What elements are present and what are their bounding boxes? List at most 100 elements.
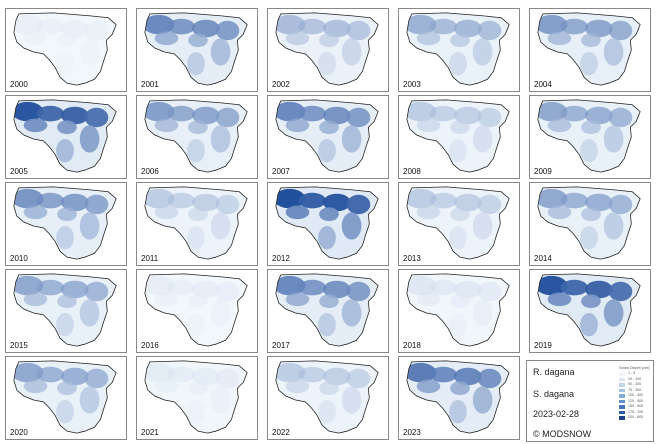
- legend-swatch: [619, 388, 625, 392]
- map-panel-2012: 2012: [267, 182, 389, 266]
- snow-area: [585, 280, 613, 299]
- snow-area: [416, 379, 441, 394]
- basin-outline: [406, 12, 510, 86]
- snow-area: [79, 212, 100, 240]
- basin-area: [406, 273, 510, 347]
- snow-area: [454, 367, 482, 386]
- snow-cover-map: [406, 360, 510, 434]
- basin-outline: [13, 186, 117, 260]
- snow-area: [429, 192, 458, 209]
- legend-swatch: [619, 372, 625, 376]
- snow-area: [192, 193, 220, 212]
- year-label: 2010: [10, 254, 28, 263]
- snow-area: [472, 299, 493, 327]
- legend-item: 150 - 600: [619, 404, 653, 410]
- year-label: 2007: [272, 167, 290, 176]
- snow-area: [167, 18, 196, 35]
- snow-area: [56, 225, 74, 250]
- legend-item: 125 - 500: [619, 399, 653, 405]
- snow-area: [608, 194, 633, 215]
- snow-area: [210, 386, 231, 414]
- basin-outline: [275, 12, 379, 86]
- snow-area: [79, 38, 100, 66]
- snow-area: [79, 299, 100, 327]
- map-panel-2010: 2010: [5, 182, 127, 266]
- snow-area: [581, 294, 601, 309]
- map-panel-2013: 2013: [398, 182, 520, 266]
- snow-area: [472, 386, 493, 414]
- basin-outline: [275, 186, 379, 260]
- snow-area: [346, 20, 371, 41]
- snow-area: [215, 368, 240, 389]
- snow-area: [560, 105, 589, 122]
- legend-swatch: [619, 405, 625, 409]
- snow-area: [215, 281, 240, 302]
- info-box: R. dagana S. dagana 2023-02-28 © MODSNOW…: [526, 360, 654, 442]
- snow-area: [285, 292, 310, 307]
- year-label: 2014: [534, 254, 552, 263]
- snow-area: [210, 38, 231, 66]
- snow-area: [192, 280, 220, 299]
- snow-area: [547, 31, 572, 46]
- snow-cover-map: [144, 12, 248, 86]
- snow-cover-map: [275, 273, 379, 347]
- snow-area: [406, 101, 437, 122]
- snow-area: [144, 14, 175, 35]
- snow-area: [580, 51, 598, 76]
- year-label: 2006: [141, 167, 159, 176]
- year-label: 2008: [403, 167, 421, 176]
- map-panel-2018: 2018: [398, 269, 520, 353]
- snow-area: [61, 106, 89, 125]
- snow-area: [537, 101, 568, 122]
- snow-area: [580, 138, 598, 163]
- snow-area: [603, 212, 624, 240]
- river-label: R. dagana: [533, 367, 575, 377]
- snow-area: [318, 51, 336, 76]
- snow-area: [472, 212, 493, 240]
- legend-level-label: 100 - 400: [628, 393, 644, 398]
- snow-area: [346, 107, 371, 128]
- snow-area: [144, 101, 175, 122]
- year-label: 2015: [10, 341, 28, 350]
- year-label: 2012: [272, 254, 290, 263]
- snow-area: [560, 279, 589, 296]
- snow-area: [275, 275, 306, 296]
- legend-swatch: [619, 416, 625, 420]
- map-panel-2009: 2009: [529, 95, 651, 179]
- snow-area: [477, 368, 502, 389]
- legend-title: Snow Depth [cm]: [619, 365, 650, 370]
- legend-level-label: 150 - 600: [628, 404, 644, 409]
- snow-area: [318, 312, 336, 337]
- snow-area: [36, 18, 65, 35]
- snow-area: [346, 368, 371, 389]
- snow-area: [84, 20, 109, 41]
- snow-area: [341, 386, 362, 414]
- year-label: 2017: [272, 341, 290, 350]
- basin-outline: [537, 273, 641, 347]
- snow-area: [416, 118, 441, 133]
- year-label: 2023: [403, 428, 421, 437]
- basin-outline: [406, 360, 510, 434]
- legend-level-label: 25 - 100: [628, 376, 642, 381]
- snow-area: [341, 212, 362, 240]
- map-panel-2001: 2001: [136, 8, 258, 92]
- legend-item: 75 - 300: [619, 388, 653, 394]
- snow-area: [215, 20, 240, 41]
- snow-area: [144, 362, 175, 383]
- snow-area: [537, 14, 568, 35]
- snow-area: [416, 292, 441, 307]
- legend-level-label: 75 - 300: [628, 387, 642, 392]
- snow-area: [298, 18, 327, 35]
- basin-outline: [13, 360, 117, 434]
- legend-item: 25 - 100: [619, 377, 653, 383]
- map-panel-2000: 2000: [5, 8, 127, 92]
- snow-area: [188, 33, 208, 48]
- snow-area: [79, 386, 100, 414]
- snow-area: [449, 399, 467, 424]
- basin-outline: [275, 273, 379, 347]
- snow-area: [319, 207, 339, 222]
- snow-area: [84, 194, 109, 215]
- snow-area: [187, 138, 205, 163]
- snow-area: [454, 19, 482, 38]
- snow-area: [61, 367, 89, 386]
